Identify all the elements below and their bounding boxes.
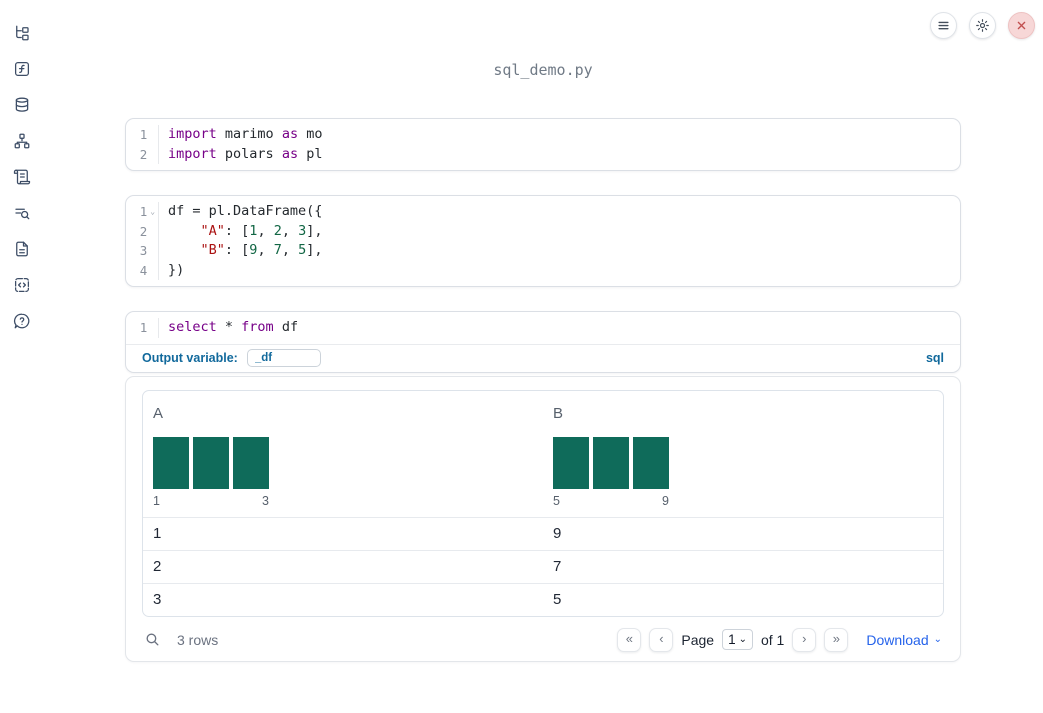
table-cell[interactable]: 1 <box>153 525 162 542</box>
sql-language-badge: sql <box>925 350 944 365</box>
code-line[interactable]: 4}) <box>126 260 960 280</box>
last-page-icon: » <box>832 631 840 646</box>
line-number: 3 <box>139 243 148 258</box>
data-sources-icon[interactable] <box>13 96 31 114</box>
histogram-min-label: 1 <box>153 493 160 508</box>
table-cell[interactable]: 9 <box>553 525 562 542</box>
prev-page-button[interactable]: ‹ <box>649 627 674 652</box>
sql-cell-footer: Output variable: sql <box>126 345 960 372</box>
window-controls <box>930 12 1035 39</box>
close-icon <box>1014 18 1029 33</box>
sidebar <box>0 0 44 713</box>
table-cell[interactable]: 7 <box>553 558 562 575</box>
page-number-value: 1 <box>728 632 736 647</box>
notebook-filename: sql_demo.py <box>493 61 593 79</box>
snippets-icon[interactable] <box>13 276 31 294</box>
column-name[interactable]: B <box>553 404 564 422</box>
code-editor[interactable]: 1 import marimo as mo 2 import polars as pl <box>126 119 960 170</box>
pagination: « ‹ Page 1 ⌄ of 1 › » Download <box>617 627 942 652</box>
settings-button[interactable] <box>969 12 996 39</box>
file-explorer-icon[interactable] <box>13 24 31 42</box>
output-variable-input[interactable] <box>246 348 321 367</box>
histogram-bar <box>193 436 229 489</box>
code-editor[interactable]: 1 ⌄ df = pl.DataFrame({2 "A": [1, 2, 3], 3 … <box>126 196 960 286</box>
gear-icon <box>975 18 990 33</box>
download-label: Download <box>866 631 929 648</box>
output-variable-label: Output variable: <box>142 350 238 365</box>
chevron-down-icon: ⌄ <box>933 633 942 645</box>
line-number: 4 <box>139 262 148 278</box>
line-number: 1 <box>139 127 148 142</box>
next-page-icon: › <box>802 631 807 646</box>
tracebacks-search-icon[interactable] <box>13 204 31 222</box>
code-line[interactable]: 1 ⌄ df = pl.DataFrame({ <box>126 202 960 222</box>
page-number-select[interactable]: 1 ⌄ <box>722 629 753 650</box>
download-button[interactable]: Download ⌄ <box>866 632 942 648</box>
sql-editor[interactable]: 1 select * from df <box>126 312 960 344</box>
line-number: 1 <box>139 320 148 335</box>
row-count: 3 rows <box>177 631 219 648</box>
menu-icon <box>936 18 951 33</box>
prev-page-icon: ‹ <box>659 631 664 646</box>
search-icon[interactable] <box>144 631 161 648</box>
code-line[interactable]: 1 select * from df <box>126 318 960 338</box>
table-cell[interactable]: 5 <box>553 591 562 608</box>
code-line[interactable]: 1 import marimo as mo <box>126 125 960 145</box>
close-button[interactable] <box>1008 12 1035 39</box>
table-cell[interactable]: 2 <box>153 558 162 575</box>
histogram-max-label: 9 <box>662 493 669 508</box>
functions-icon[interactable] <box>13 60 31 78</box>
first-page-button[interactable]: « <box>617 627 642 652</box>
last-page-button[interactable]: » <box>824 627 849 652</box>
next-page-button[interactable]: › <box>792 627 817 652</box>
code-line[interactable]: 2 import polars as pl <box>126 144 960 164</box>
code-line[interactable]: 3 "B": [9, 7, 5], <box>126 241 960 261</box>
histogram-max-label: 3 <box>262 493 269 508</box>
menu-button[interactable] <box>930 12 957 39</box>
histogram-bar <box>633 436 669 489</box>
dependency-graph-icon[interactable] <box>13 132 31 150</box>
logs-icon[interactable] <box>13 168 31 186</box>
code-cell-dataframe[interactable]: 1 ⌄ df = pl.DataFrame({2 "A": [1, 2, 3], 3 … <box>125 195 961 287</box>
divider <box>126 343 960 345</box>
page-total-label: of 1 <box>760 631 785 648</box>
notebook-cells: 1 import marimo as mo 2 import polars as pl… <box>125 118 961 662</box>
table-cell[interactable]: 3 <box>153 591 162 608</box>
column-name[interactable]: A <box>153 404 164 422</box>
histogram-bar <box>153 436 189 489</box>
fold-toggle-icon[interactable]: ⌄ <box>150 207 156 216</box>
line-number: 2 <box>139 223 148 239</box>
documentation-icon[interactable] <box>13 240 31 258</box>
histogram-bar <box>553 436 589 489</box>
help-icon[interactable] <box>13 312 31 330</box>
line-number: 1 <box>139 204 148 219</box>
column-histogram[interactable] <box>153 436 269 489</box>
code-cell-imports[interactable]: 1 import marimo as mo 2 import polars as pl <box>125 118 961 171</box>
histogram-bar <box>233 436 269 489</box>
chevron-down-icon: ⌄ <box>738 633 747 645</box>
column-histogram[interactable] <box>553 436 669 489</box>
line-number: 2 <box>139 146 148 162</box>
page-label: Page <box>681 631 715 648</box>
histogram-bar <box>593 436 629 489</box>
first-page-icon: « <box>625 631 633 646</box>
histogram-min-label: 5 <box>553 493 560 508</box>
code-line[interactable]: 2 "A": [1, 2, 3], <box>126 221 960 241</box>
table-footer: 3 rows « ‹ Page 1 ⌄ of 1 › » <box>142 617 944 663</box>
